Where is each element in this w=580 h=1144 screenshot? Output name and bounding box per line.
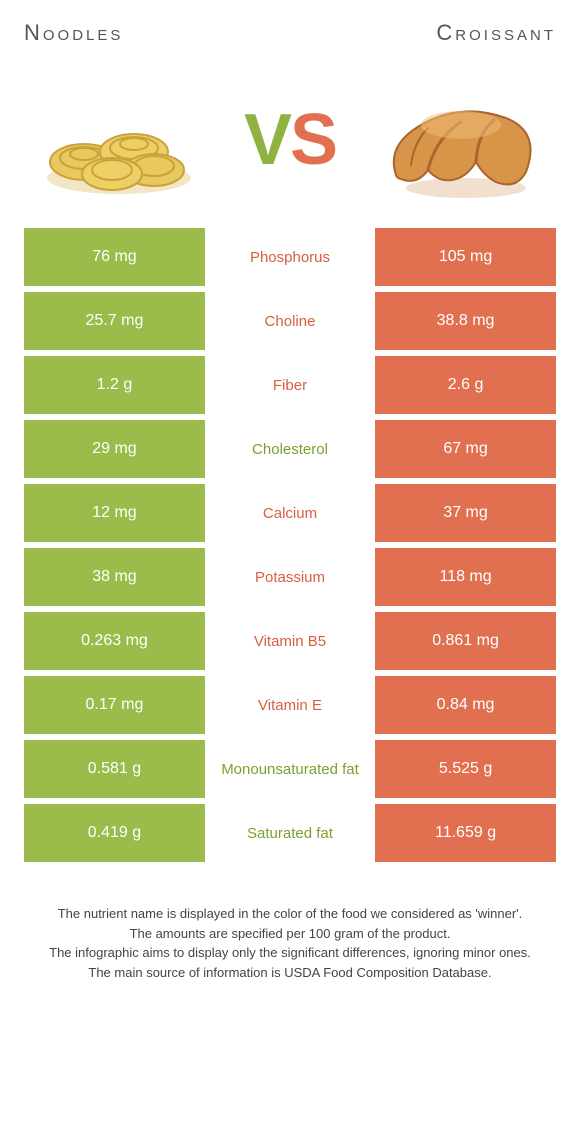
comparison-row: 25.7 mgCholine38.8 mg — [24, 292, 556, 350]
right-value: 2.6 g — [375, 356, 556, 414]
vs-label: VS — [244, 99, 336, 181]
left-value: 76 mg — [24, 228, 205, 286]
right-value: 38.8 mg — [375, 292, 556, 350]
footer-line: The amounts are specified per 100 gram o… — [30, 924, 550, 944]
vs-v: V — [244, 100, 290, 180]
comparison-row: 76 mgPhosphorus105 mg — [24, 228, 556, 286]
comparison-row: 0.419 gSaturated fat11.659 g — [24, 804, 556, 862]
comparison-row: 0.581 gMonounsaturated fat5.525 g — [24, 740, 556, 798]
noodles-image — [24, 70, 214, 210]
right-value: 11.659 g — [375, 804, 556, 862]
comparison-row: 38 mgPotassium118 mg — [24, 548, 556, 606]
nutrient-label: Cholesterol — [205, 420, 375, 478]
footer-line: The main source of information is USDA F… — [30, 963, 550, 983]
left-value: 0.581 g — [24, 740, 205, 798]
comparison-row: 29 mgCholesterol67 mg — [24, 420, 556, 478]
left-value: 29 mg — [24, 420, 205, 478]
comparison-row: 0.17 mgVitamin E0.84 mg — [24, 676, 556, 734]
right-value: 5.525 g — [375, 740, 556, 798]
titles-row: Noodles Croissant — [24, 20, 556, 46]
nutrient-label: Monounsaturated fat — [205, 740, 375, 798]
croissant-image — [366, 70, 556, 210]
nutrient-label: Phosphorus — [205, 228, 375, 286]
right-food-title: Croissant — [436, 20, 556, 46]
right-value: 105 mg — [375, 228, 556, 286]
left-value: 0.263 mg — [24, 612, 205, 670]
nutrient-label: Vitamin E — [205, 676, 375, 734]
left-value: 0.419 g — [24, 804, 205, 862]
left-value: 1.2 g — [24, 356, 205, 414]
nutrient-label: Choline — [205, 292, 375, 350]
comparison-table: 76 mgPhosphorus105 mg 25.7 mgCholine38.8 … — [24, 228, 556, 862]
nutrient-label: Fiber — [205, 356, 375, 414]
nutrient-label: Vitamin B5 — [205, 612, 375, 670]
footer-line: The nutrient name is displayed in the co… — [30, 904, 550, 924]
comparison-row: 0.263 mgVitamin B50.861 mg — [24, 612, 556, 670]
nutrient-label: Saturated fat — [205, 804, 375, 862]
left-value: 38 mg — [24, 548, 205, 606]
comparison-row: 12 mgCalcium37 mg — [24, 484, 556, 542]
right-value: 67 mg — [375, 420, 556, 478]
left-food-title: Noodles — [24, 20, 123, 46]
right-value: 37 mg — [375, 484, 556, 542]
left-value: 0.17 mg — [24, 676, 205, 734]
comparison-row: 1.2 gFiber2.6 g — [24, 356, 556, 414]
infographic-container: Noodles Croissant — [0, 0, 580, 1002]
right-value: 0.84 mg — [375, 676, 556, 734]
nutrient-label: Potassium — [205, 548, 375, 606]
nutrient-label: Calcium — [205, 484, 375, 542]
left-value: 25.7 mg — [24, 292, 205, 350]
left-value: 12 mg — [24, 484, 205, 542]
hero-row: VS — [24, 70, 556, 210]
vs-s: S — [290, 100, 336, 180]
footer-line: The infographic aims to display only the… — [30, 943, 550, 963]
right-value: 0.861 mg — [375, 612, 556, 670]
footer-text: The nutrient name is displayed in the co… — [24, 904, 556, 1002]
right-value: 118 mg — [375, 548, 556, 606]
